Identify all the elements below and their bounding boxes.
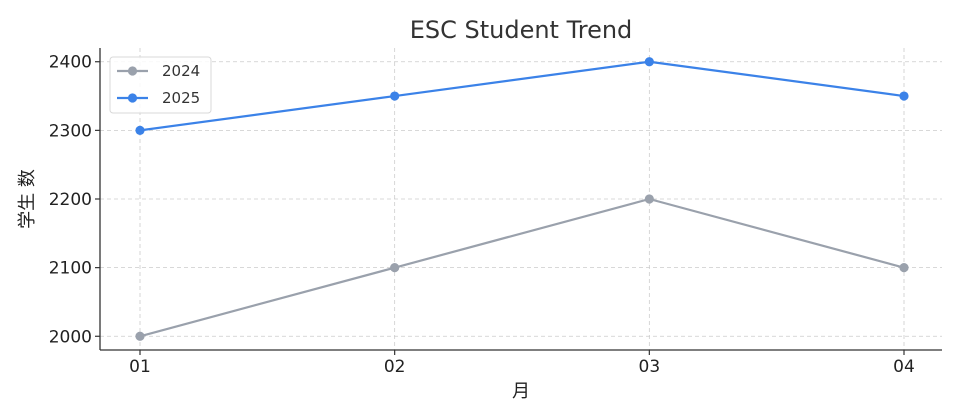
data-point-2024 <box>390 263 400 273</box>
x-tick-label: 02 <box>384 357 406 377</box>
legend-label-2025: 2025 <box>162 89 200 107</box>
y-tick-label: 2300 <box>49 121 92 141</box>
y-tick-label: 2400 <box>49 53 92 73</box>
data-point-2024 <box>899 263 909 273</box>
y-axis-label: 学生 数 <box>17 169 38 229</box>
chart-title: ESC Student Trend <box>410 16 633 44</box>
y-tick-label: 2100 <box>49 259 92 279</box>
y-tick-label: 2200 <box>49 190 92 210</box>
legend-marker-2025 <box>127 93 138 103</box>
data-point-2025 <box>390 91 400 101</box>
legend-label-2024: 2024 <box>162 62 200 80</box>
series-line-2024 <box>139 197 905 338</box>
x-tick-label: 04 <box>893 357 915 377</box>
series-line-2025 <box>139 60 905 132</box>
data-point-2025 <box>644 57 654 67</box>
data-point-2024 <box>644 194 654 204</box>
ticks: 2000 2100 2200 2300 2400 01 02 03 04 <box>49 53 915 377</box>
grid <box>100 48 942 350</box>
x-axis-label: 月 <box>512 381 530 402</box>
data-point-2025 <box>899 91 909 101</box>
y-tick-label: 2000 <box>49 327 92 347</box>
legend: 2024 2025 <box>109 56 212 114</box>
series-group <box>135 57 909 341</box>
legend-marker-2024 <box>127 66 138 76</box>
data-point-2024 <box>135 331 145 341</box>
x-tick-label: 03 <box>639 357 661 377</box>
x-tick-label: 01 <box>129 357 151 377</box>
data-point-2025 <box>135 125 145 135</box>
